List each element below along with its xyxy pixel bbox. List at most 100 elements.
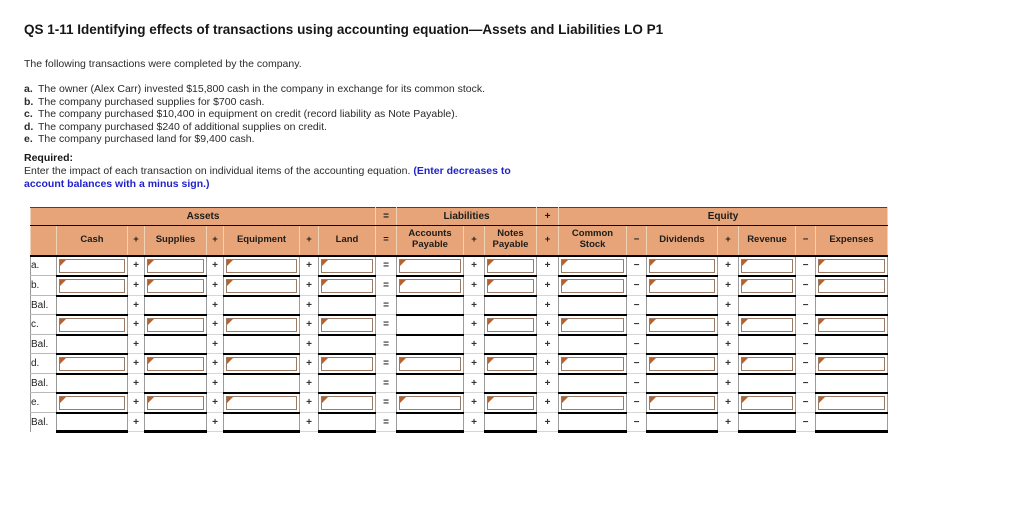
- input-dividends-row-d[interactable]: [649, 356, 715, 371]
- cell-bal-expenses: [815, 295, 888, 316]
- input-equipment-row-d[interactable]: [226, 356, 297, 371]
- cell-d-expenses: [815, 353, 888, 375]
- cell-bal-cash: [56, 373, 128, 394]
- operator-cell: −: [795, 255, 816, 276]
- operator-cell: +: [536, 392, 559, 413]
- cell-bal-cash: [56, 412, 128, 433]
- cell-d-cash: [56, 353, 128, 375]
- input-revenue-row-d[interactable]: [741, 356, 793, 371]
- input-land-row-a[interactable]: [321, 258, 373, 273]
- input-equipment-row-e[interactable]: [226, 395, 297, 410]
- input-supplies-row-e[interactable]: [147, 395, 204, 410]
- input-common_stock-row-a[interactable]: [561, 258, 624, 273]
- input-revenue-row-b[interactable]: [741, 278, 793, 293]
- operator-cell: −: [626, 275, 647, 296]
- header-row-label: [30, 225, 57, 257]
- operator-cell: +: [299, 275, 319, 296]
- input-land-row-e[interactable]: [321, 395, 373, 410]
- cell-c-equipment: [223, 314, 300, 336]
- input-revenue-row-c[interactable]: [741, 317, 793, 332]
- cell-b-dividends: [646, 275, 718, 297]
- input-supplies-row-d[interactable]: [147, 356, 204, 371]
- input-accounts_payable-row-d[interactable]: [399, 356, 461, 371]
- balance-row: Bal. + + + = + + − + −: [30, 295, 888, 316]
- input-common_stock-row-e[interactable]: [561, 395, 624, 410]
- input-notes_payable-row-c[interactable]: [487, 317, 534, 332]
- operator-cell: +: [206, 295, 224, 315]
- transaction-text: The owner (Alex Carr) invested $15,800 c…: [38, 83, 486, 95]
- input-equipment-row-c[interactable]: [226, 317, 297, 332]
- operator-cell: −: [795, 392, 816, 413]
- input-cash-row-e[interactable]: [59, 395, 125, 410]
- transaction-row: b. + + + = + + − + −: [30, 275, 888, 297]
- input-dividends-row-b[interactable]: [649, 278, 715, 293]
- cell-d-equipment: [223, 353, 300, 375]
- input-expenses-row-b[interactable]: [818, 278, 885, 293]
- input-expenses-row-c[interactable]: [818, 317, 885, 332]
- column-header-notes_payable: Notes Payable: [484, 225, 537, 257]
- row-label: e.: [30, 392, 57, 413]
- input-notes_payable-row-e[interactable]: [487, 395, 534, 410]
- operator-cell: +: [127, 373, 145, 393]
- cell-bal-notes_payable: [484, 373, 537, 394]
- operator-cell: +: [127, 295, 145, 315]
- operator-cell: +: [299, 353, 319, 374]
- cell-bal-revenue: [738, 295, 796, 316]
- input-expenses-row-e[interactable]: [818, 395, 885, 410]
- input-cash-row-a[interactable]: [59, 258, 125, 273]
- operator-cell: +: [717, 373, 739, 393]
- input-cash-row-c[interactable]: [59, 317, 125, 332]
- operator-cell: +: [536, 353, 559, 374]
- input-notes_payable-row-d[interactable]: [487, 356, 534, 371]
- input-dividends-row-c[interactable]: [649, 317, 715, 332]
- input-common_stock-row-c[interactable]: [561, 317, 624, 332]
- column-header-common_stock: Common Stock: [558, 225, 627, 257]
- operator-cell: +: [299, 392, 319, 413]
- input-revenue-row-e[interactable]: [741, 395, 793, 410]
- operator-cell: +: [127, 392, 145, 413]
- input-common_stock-row-d[interactable]: [561, 356, 624, 371]
- cell-bal-supplies: [144, 412, 207, 433]
- input-equipment-row-a[interactable]: [226, 258, 297, 273]
- cell-a-revenue: [738, 255, 796, 277]
- input-dividends-row-a[interactable]: [649, 258, 715, 273]
- cell-e-dividends: [646, 392, 718, 414]
- input-notes_payable-row-b[interactable]: [487, 278, 534, 293]
- cell-e-accounts_payable: [396, 392, 464, 414]
- row-label: Bal.: [30, 412, 57, 432]
- operator-cell: +: [463, 314, 485, 335]
- input-expenses-row-d[interactable]: [818, 356, 885, 371]
- required-section: Required: Enter the impact of each trans…: [24, 152, 539, 191]
- input-land-row-c[interactable]: [321, 317, 373, 332]
- input-supplies-row-c[interactable]: [147, 317, 204, 332]
- column-header-equipment: Equipment: [223, 225, 300, 257]
- operator-cell: =: [375, 314, 397, 335]
- input-land-row-d[interactable]: [321, 356, 373, 371]
- column-header-revenue: Revenue: [738, 225, 796, 257]
- input-revenue-row-a[interactable]: [741, 258, 793, 273]
- input-cash-row-d[interactable]: [59, 356, 125, 371]
- balance-row: Bal. + + + = + + − + −: [30, 373, 888, 394]
- column-header-cash: Cash: [56, 225, 128, 257]
- input-supplies-row-b[interactable]: [147, 278, 204, 293]
- input-dividends-row-e[interactable]: [649, 395, 715, 410]
- input-accounts_payable-row-b[interactable]: [399, 278, 461, 293]
- input-expenses-row-a[interactable]: [818, 258, 885, 273]
- cell-bal-equipment: [223, 412, 300, 433]
- operator-cell: +: [206, 334, 224, 354]
- input-land-row-b[interactable]: [321, 278, 373, 293]
- cell-c-cash: [56, 314, 128, 336]
- input-notes_payable-row-a[interactable]: [487, 258, 534, 273]
- cell-bal-notes_payable: [484, 295, 537, 316]
- input-equipment-row-b[interactable]: [226, 278, 297, 293]
- cell-bal-dividends: [646, 334, 718, 355]
- input-common_stock-row-b[interactable]: [561, 278, 624, 293]
- input-supplies-row-a[interactable]: [147, 258, 204, 273]
- operator-cell: +: [206, 412, 224, 432]
- transaction-row: d. + + + = + + − + −: [30, 353, 888, 375]
- operator-cell: −: [626, 334, 647, 354]
- operator-cell: +: [463, 353, 485, 374]
- input-accounts_payable-row-a[interactable]: [399, 258, 461, 273]
- input-cash-row-b[interactable]: [59, 278, 125, 293]
- input-accounts_payable-row-e[interactable]: [399, 395, 461, 410]
